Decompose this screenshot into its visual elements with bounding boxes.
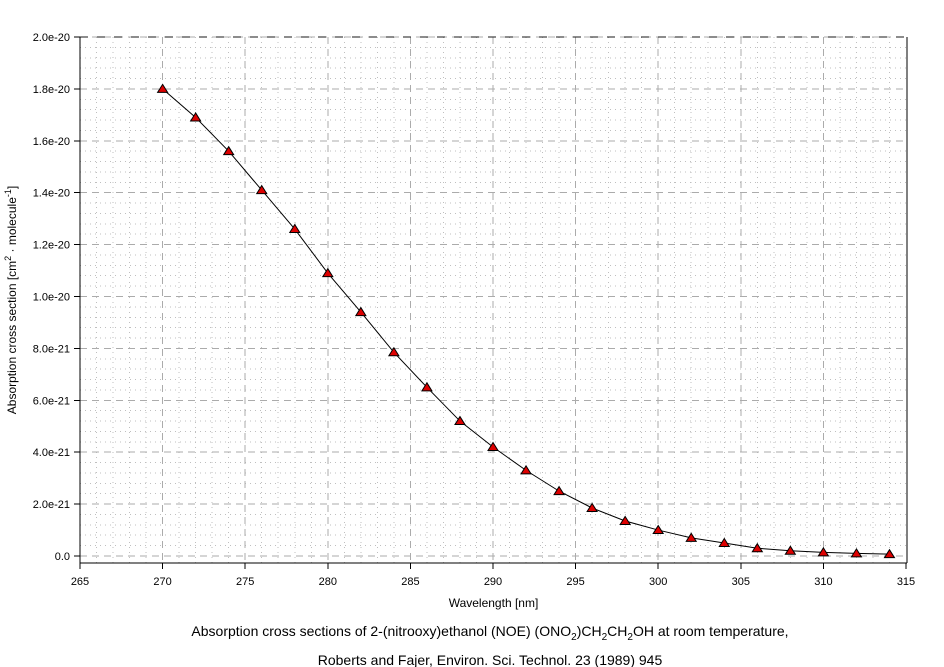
caption-line-1: Absorption cross sections of 2-(nitrooxy… [10,620,944,649]
data-point-marker [321,267,334,278]
data-point-marker [354,306,367,317]
x-tick-label: 305 [732,576,750,588]
data-point-marker [454,415,466,426]
x-tick-label: 290 [484,576,502,588]
y-tick-label: 0.0 [55,551,70,563]
caption-line-2: Roberts and Fajer, Environ. Sci. Technol… [317,651,663,667]
x-tick-label: 280 [319,576,337,588]
y-tick-label: 2.0e-20 [33,32,70,44]
x-tick-label: 270 [153,576,171,588]
data-point-marker [718,537,731,548]
x-tick-label: 265 [71,576,89,588]
y-axis-title: Absorption cross section [cm2 · molecule… [3,186,19,414]
x-tick-label: 295 [566,576,584,588]
data-point-marker [520,464,532,475]
caption-subscript: 2 [601,631,608,643]
caption-text: Absorption cross sections of 2-(nitrooxy… [191,623,572,639]
caption-subscript: 2 [627,631,633,643]
data-point-marker [189,112,202,122]
caption-text: OH at room temperature, [632,623,789,639]
y-tick-label: 8.0e-21 [33,343,70,355]
data-point-marker [288,223,301,234]
y-tick-label: 4.0e-21 [33,447,70,459]
y-tick-label: 1.2e-20 [33,240,70,252]
caption-subscript: 2 [571,631,577,643]
data-point-marker [156,83,169,93]
absorption-cross-section-chart: 2.0e-20 1.8e-20 1.6e-20 1.4e-20 1.2e-20 1.0e-… [3,32,915,588]
data-point-marker [652,524,665,535]
chart-caption: Absorption cross sections of 2-(nitrooxy… [10,620,944,667]
data-point-marker [685,532,698,542]
data-point-marker [487,441,499,452]
caption-text: )CH [576,623,602,639]
data-point-marker [387,346,400,357]
y-tick-label: 6.0e-21 [33,395,70,407]
x-tick-label: 275 [236,576,254,588]
data-point-marker [751,542,764,553]
x-tick-label: 315 [897,576,915,588]
data-point-marker [850,547,863,558]
data-point-marker [586,502,599,512]
y-tick-label: 1.8e-20 [33,84,70,96]
data-line [162,88,890,555]
y-tick-label: 1.0e-20 [33,292,70,304]
x-axis-title: Wavelength [nm] [448,596,539,610]
data-point-marker [255,184,268,195]
data-point-marker [421,381,433,392]
caption-text: CH [607,623,628,639]
y-tick-label: 2.0e-21 [33,499,70,511]
data-point-marker [619,515,632,525]
data-point-marker [222,145,235,156]
data-point-marker [553,485,565,496]
data-point-marker [817,546,830,557]
data-point-marker [784,545,797,555]
x-tick-label: 300 [649,576,667,588]
y-tick-label: 1.6e-20 [33,136,70,148]
y-tick-label: 1.4e-20 [33,188,70,200]
x-tick-label: 310 [814,576,832,588]
x-tick-label: 285 [401,576,419,588]
data-point-marker [883,548,896,559]
